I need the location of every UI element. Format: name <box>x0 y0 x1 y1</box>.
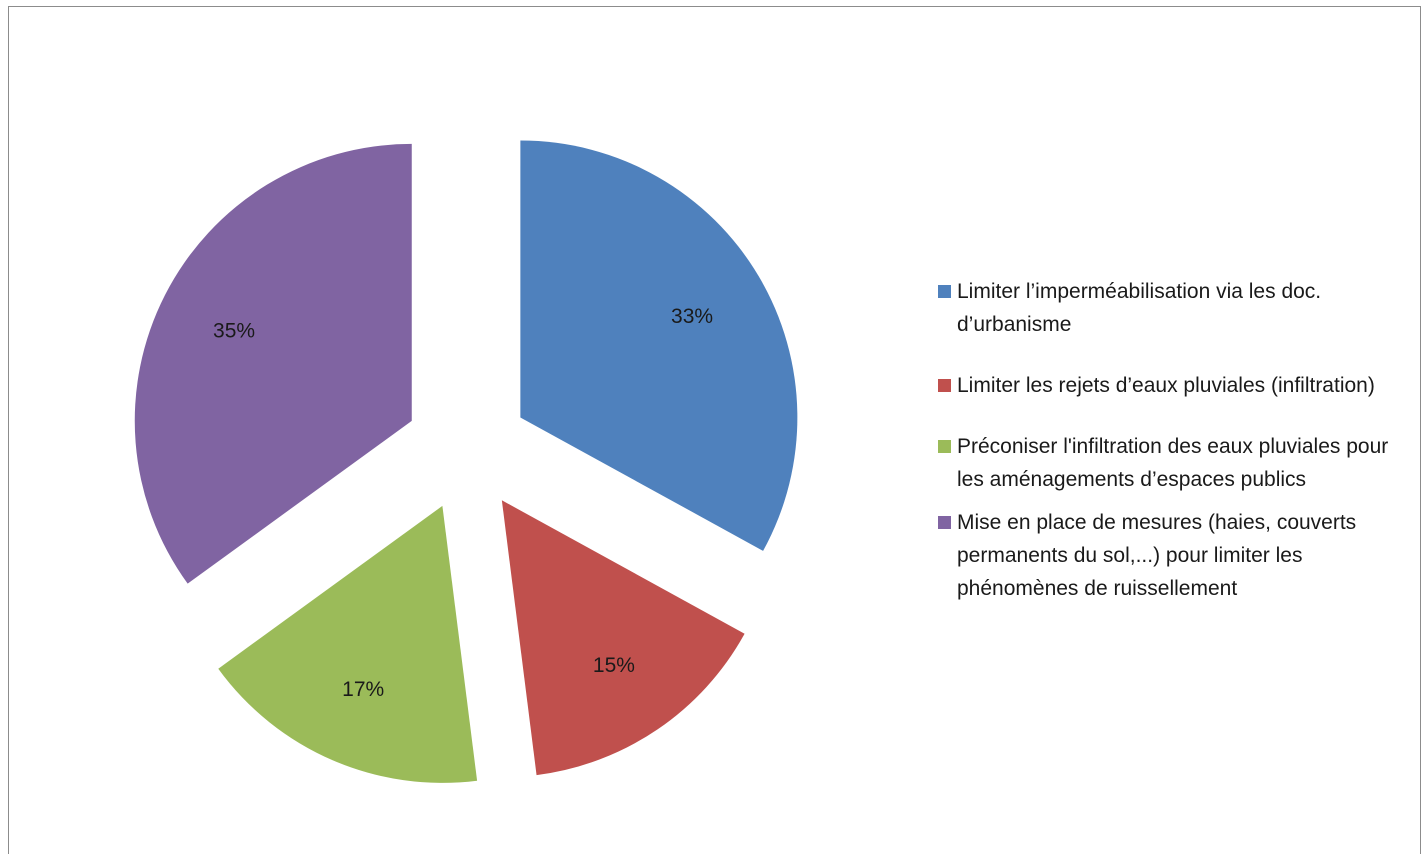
legend: Limiter l’imperméabilisation via les doc… <box>935 275 1415 633</box>
legend-swatch-2 <box>938 379 951 392</box>
pie-chart: 33% 15% 17% 35% <box>134 140 798 783</box>
slice-value-label-3: 17% <box>342 678 384 701</box>
legend-label-1: Limiter l’imperméabilisation via les doc… <box>957 280 1322 336</box>
slice-value-label-1: 33% <box>671 305 713 328</box>
chart-frame: 33% 15% 17% 35% Limiter l’imperméabilisatio… <box>8 6 1421 854</box>
pie-slice-2 <box>501 500 745 776</box>
legend-swatch-3 <box>938 440 951 453</box>
pie-slice-1 <box>520 140 798 551</box>
legend-item-1: Limiter l’imperméabilisation via les doc… <box>935 275 1415 341</box>
legend-label-4: Mise en place de mesures (haies, couvert… <box>957 511 1357 600</box>
legend-label-2: Limiter les rejets d’eaux pluviales (inf… <box>957 374 1375 397</box>
slice-value-label-2: 15% <box>593 654 635 677</box>
legend-item-3: Préconiser l'infiltration des eaux pluvi… <box>935 430 1415 496</box>
legend-label-3: Préconiser l'infiltration des eaux pluvi… <box>957 435 1389 491</box>
legend-item-2: Limiter les rejets d’eaux pluviales (inf… <box>935 369 1415 402</box>
legend-item-4: Mise en place de mesures (haies, couvert… <box>935 506 1415 605</box>
slice-value-label-4: 35% <box>213 319 255 342</box>
legend-swatch-1 <box>938 285 951 298</box>
pie-slice-4 <box>134 143 412 584</box>
legend-swatch-4 <box>938 516 951 529</box>
pie-slice-3 <box>218 505 478 783</box>
